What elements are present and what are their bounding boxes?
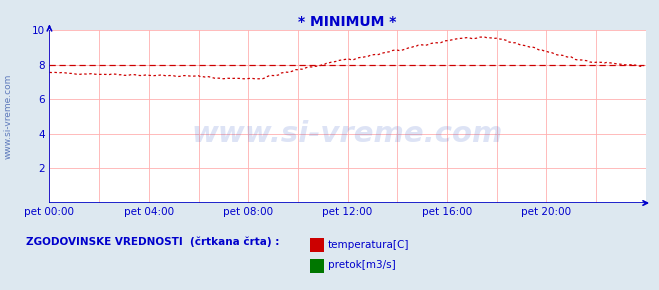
- Text: ZGODOVINSKE VREDNOSTI  (črtkana črta) :: ZGODOVINSKE VREDNOSTI (črtkana črta) :: [26, 236, 279, 247]
- Text: www.si-vreme.com: www.si-vreme.com: [3, 73, 13, 159]
- Text: www.si-vreme.com: www.si-vreme.com: [192, 120, 503, 148]
- Text: pretok[m3/s]: pretok[m3/s]: [328, 260, 396, 270]
- Text: temperatura[C]: temperatura[C]: [328, 240, 410, 250]
- Title: * MINIMUM *: * MINIMUM *: [299, 15, 397, 29]
